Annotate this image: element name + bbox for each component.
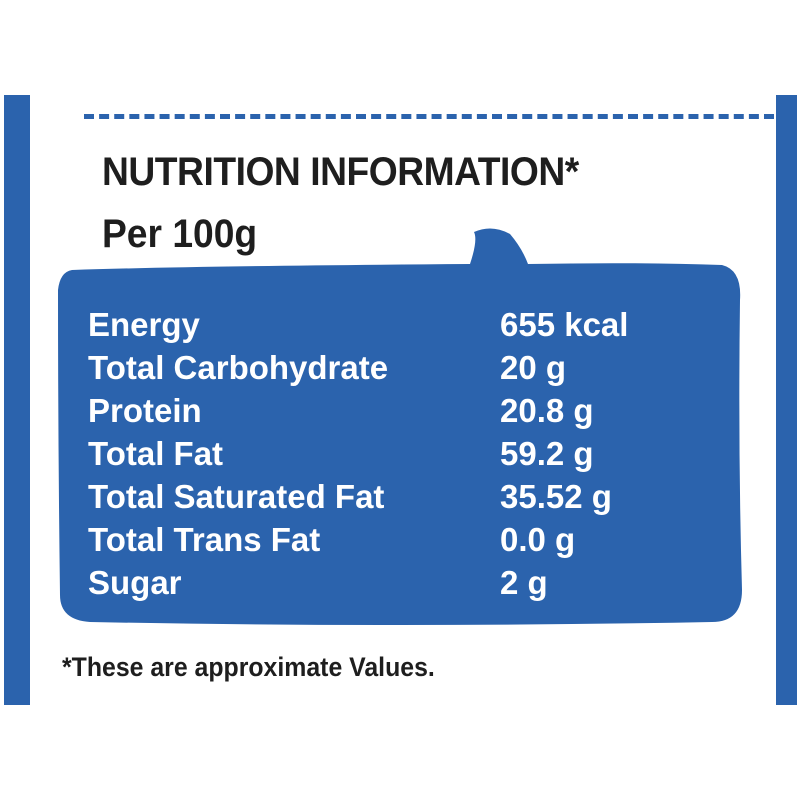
right-border-bar xyxy=(776,95,797,705)
table-row: Protein 20.8 g xyxy=(88,389,728,432)
table-row: Total Saturated Fat 35.52 g xyxy=(88,475,728,518)
nutrient-value: 0.0 g xyxy=(500,520,576,558)
dashed-divider xyxy=(84,114,774,119)
nutrient-value: 20 g xyxy=(500,348,567,386)
nutrient-value: 2 g xyxy=(500,563,548,601)
nutrient-name: Total Carbohydrate xyxy=(88,348,389,386)
nutrient-name: Total Trans Fat xyxy=(88,520,321,558)
nutrient-value: 655 kcal xyxy=(500,305,629,343)
left-border-bar xyxy=(4,95,30,705)
nutrient-value: 20.8 g xyxy=(500,391,594,429)
table-row: Total Fat 59.2 g xyxy=(88,432,728,475)
nutrient-name: Energy xyxy=(88,305,200,343)
nutrient-name: Sugar xyxy=(88,563,182,601)
table-row: Total Trans Fat 0.0 g xyxy=(88,518,728,561)
nutrient-name: Protein xyxy=(88,391,202,429)
serving-size: Per 100g xyxy=(102,212,258,256)
nutrient-value: 59.2 g xyxy=(500,434,594,472)
nutrition-table: Energy 655 kcal Total Carbohydrate 20 g Pr… xyxy=(88,303,728,604)
footnote: *These are approximate Values. xyxy=(62,652,435,682)
nutrient-name: Total Saturated Fat xyxy=(88,477,385,515)
nutrient-name: Total Fat xyxy=(88,434,224,472)
label-title: NUTRITION INFORMATION* xyxy=(102,150,579,194)
table-row: Total Carbohydrate 20 g xyxy=(88,346,728,389)
nutrient-value: 35.52 g xyxy=(500,477,612,515)
table-row: Sugar 2 g xyxy=(88,561,728,604)
table-row: Energy 655 kcal xyxy=(88,303,728,346)
